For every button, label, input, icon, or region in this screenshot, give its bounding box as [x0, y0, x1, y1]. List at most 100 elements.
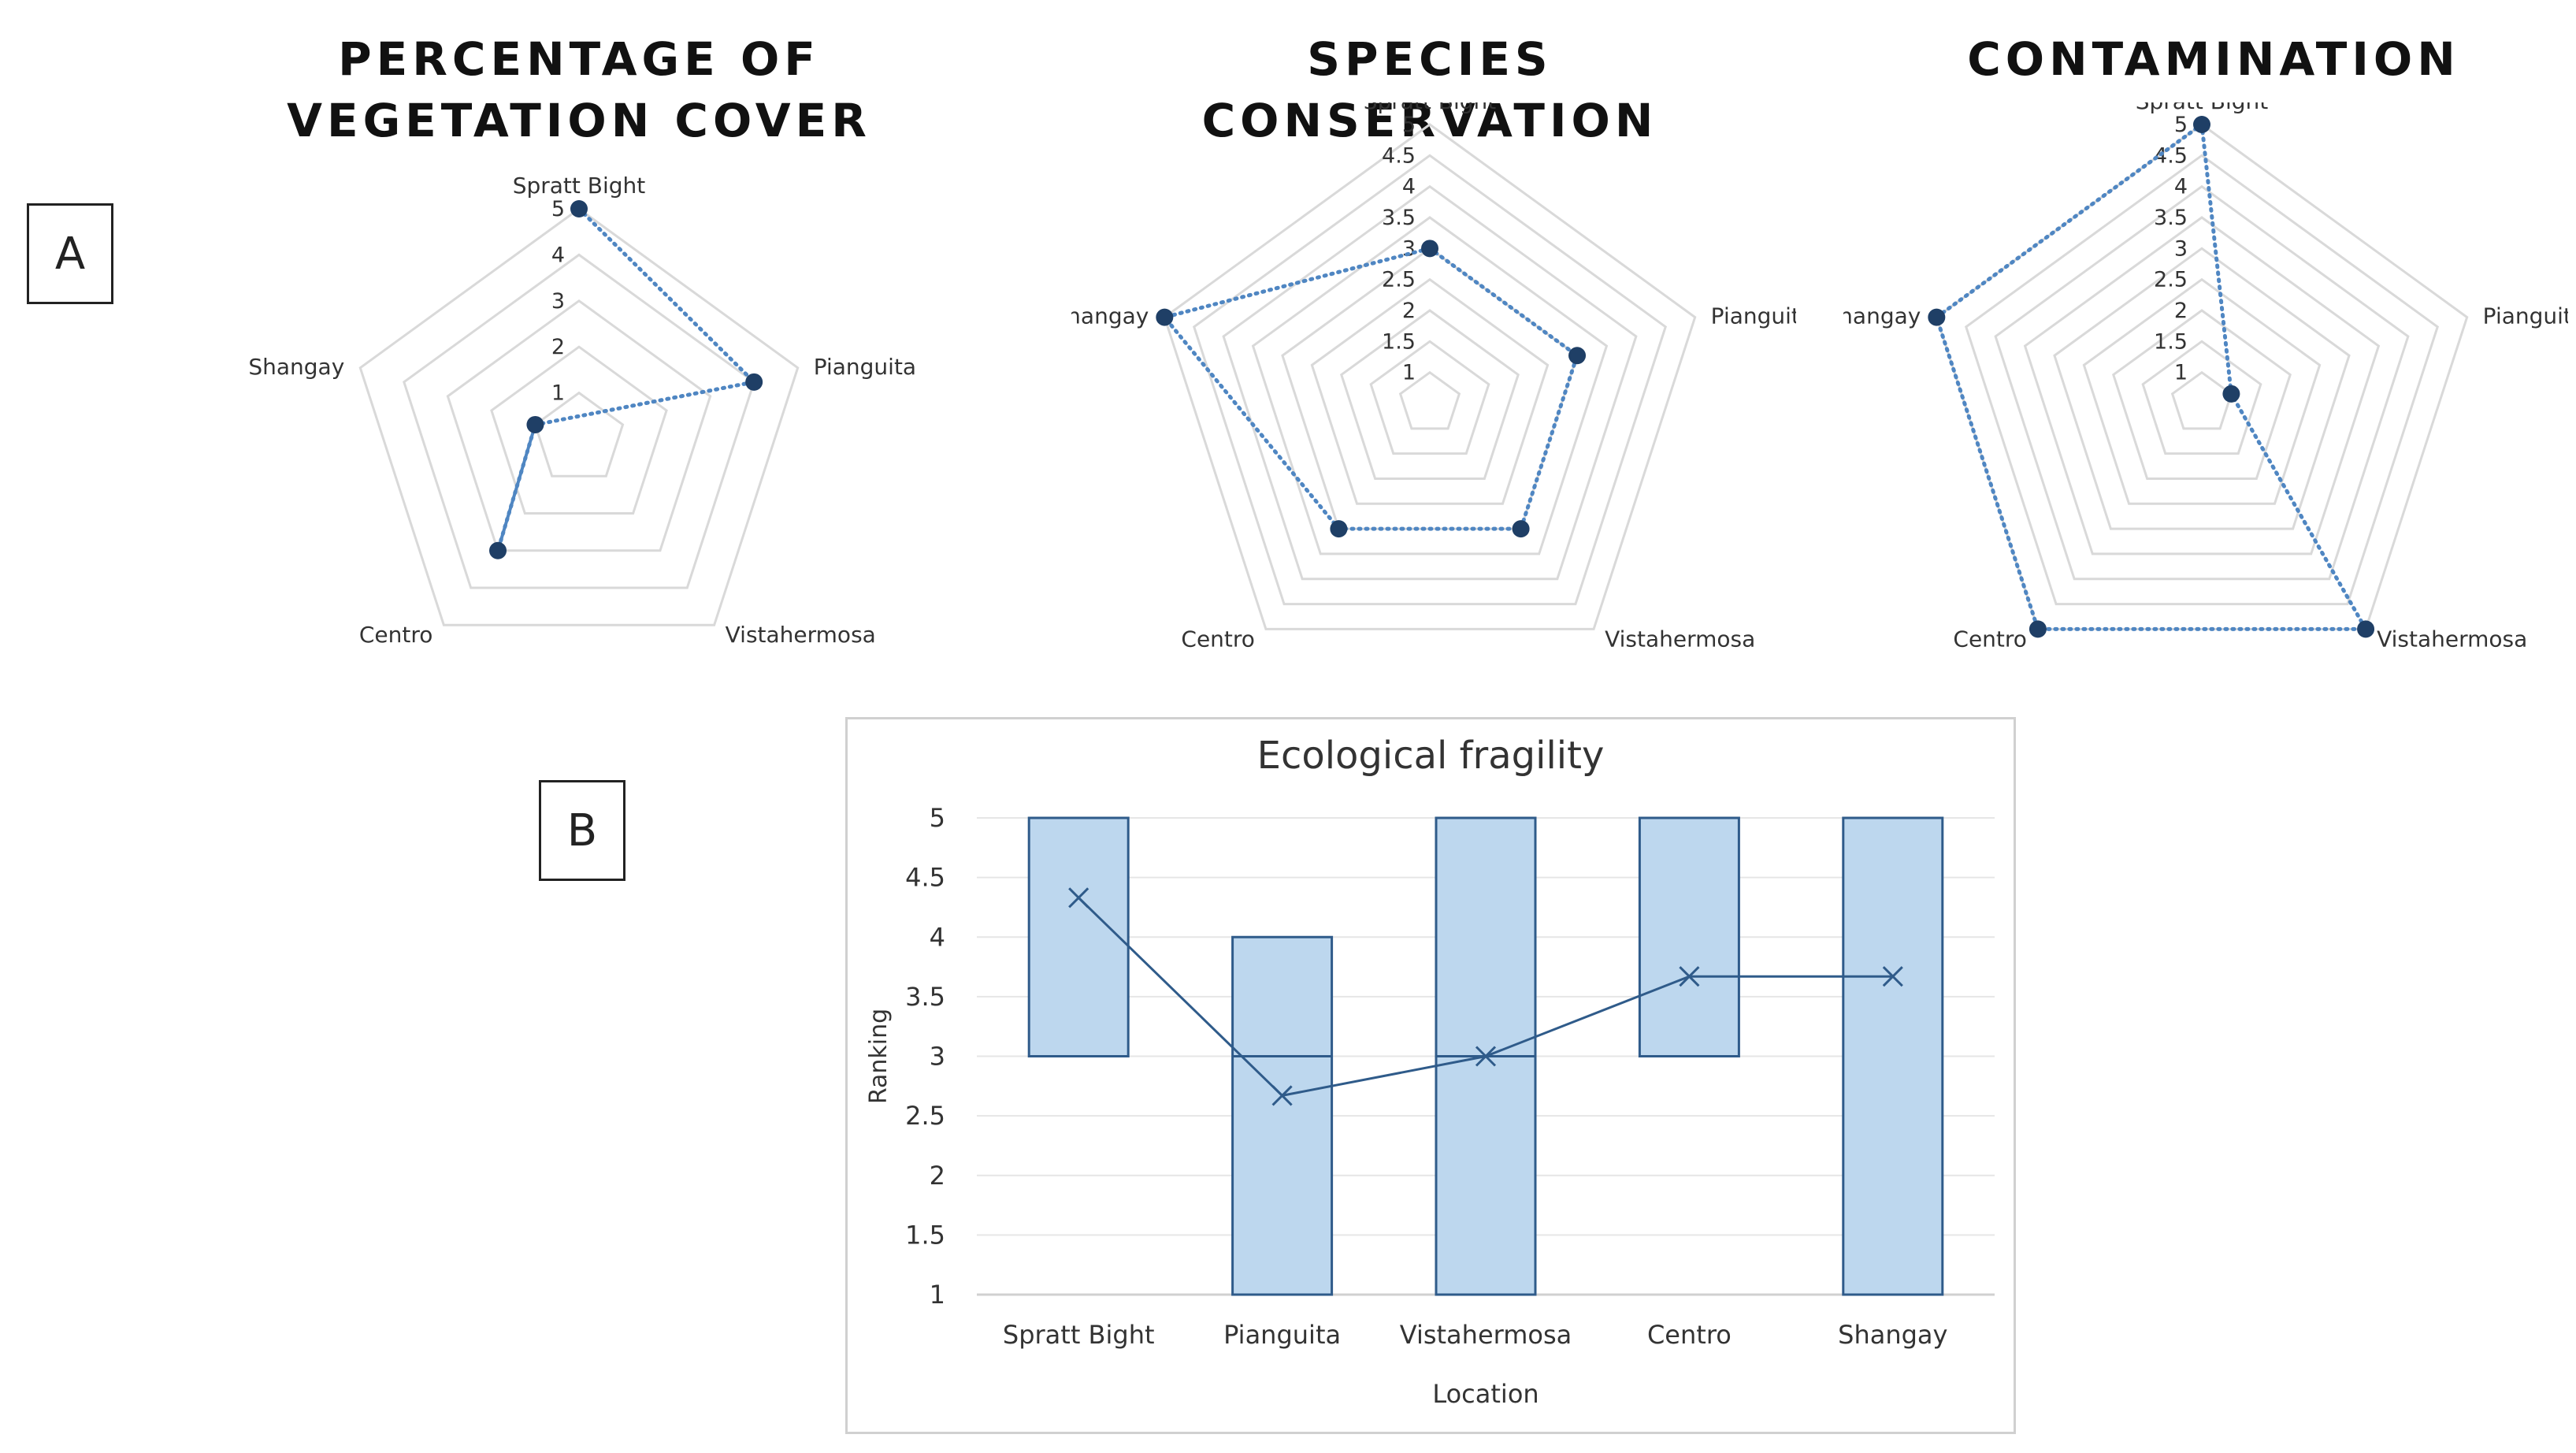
- radar-chart-species: Spratt Bight Pianguita Vistahermosa Centro S…: [1071, 102, 1796, 652]
- data-point-pianguita: [1568, 347, 1587, 365]
- grid-ring: [1163, 123, 1697, 630]
- tick-label: 4: [2174, 175, 2188, 199]
- tick-label: 1: [1402, 361, 1416, 385]
- tick-label: 2.5: [1382, 268, 1416, 292]
- tick-label: 4.5: [2154, 143, 2188, 168]
- x-tick-label: Centro: [1647, 1320, 1732, 1350]
- series-line: [1934, 122, 2370, 631]
- mean-marker-centro: [1679, 966, 1700, 987]
- grid-ring: [1994, 184, 2410, 581]
- grid-ring: [2141, 340, 2262, 455]
- mean-marker-pianguita: [1271, 1085, 1293, 1106]
- x-tick-label: Vistahermosa: [1400, 1320, 1572, 1350]
- y-tick-label: 1.5: [905, 1220, 945, 1250]
- grid-ring: [2053, 247, 2351, 530]
- axis-label-centro: Centro: [1181, 626, 1255, 652]
- tick-label: 2: [1402, 299, 1416, 323]
- mean-marker-stroke: [1271, 1085, 1293, 1106]
- data-point-pianguita: [745, 373, 763, 391]
- grid-ring: [1310, 277, 1550, 505]
- grid-ring: [533, 391, 625, 478]
- grid-ring: [1935, 123, 2469, 630]
- grid-ring: [1964, 154, 2440, 606]
- grid-ring: [446, 299, 712, 552]
- grid-ring: [403, 253, 755, 589]
- grid-ring: [2112, 309, 2292, 480]
- panel-a-label: A: [27, 203, 113, 304]
- mean-marker-stroke: [1882, 966, 1903, 987]
- axis-label-spratt-bight: Spratt Bight: [513, 173, 646, 199]
- y-tick-label: 1: [930, 1280, 945, 1310]
- mean-marker-vistahermosa: [1475, 1046, 1497, 1067]
- grid-ring: [1340, 309, 1520, 480]
- data-point-shangay: [1156, 308, 1174, 326]
- tick-label: 4: [1402, 175, 1416, 199]
- data-point-pianguita: [2222, 385, 2240, 403]
- mean-marker-stroke: [1068, 887, 1089, 909]
- mean-marker-stroke: [1475, 1046, 1497, 1067]
- axis-label-centro: Centro: [1953, 626, 2027, 652]
- axis-label-vistahermosa: Vistahermosa: [1605, 626, 1755, 652]
- y-tick-label: 2.5: [905, 1101, 945, 1131]
- tick-label: 3: [2174, 236, 2188, 261]
- y-tick-label: 4: [930, 922, 945, 952]
- axis-label-vistahermosa: Vistahermosa: [2377, 626, 2527, 652]
- grid-ring: [2023, 216, 2381, 556]
- tick-label: 5: [2174, 113, 2188, 137]
- axis-label-pianguita: Pianguita: [1711, 303, 1796, 329]
- tick-label: 2: [2174, 299, 2188, 323]
- tick-label: 2: [551, 335, 565, 359]
- axis-label-shangay: Shangay: [1071, 303, 1149, 329]
- x-tick-label: Spratt Bight: [1003, 1320, 1155, 1350]
- bar-shangay: [1842, 816, 1944, 1296]
- axis-label-pianguita: Pianguita: [814, 354, 916, 380]
- tick-label: 3.5: [2154, 206, 2188, 230]
- mean-marker-shangay: [1882, 966, 1903, 987]
- grid-ring: [1398, 370, 1461, 430]
- grid-ring: [1369, 340, 1490, 455]
- y-tick-label: 2: [930, 1161, 945, 1191]
- data-point-centro: [2029, 620, 2047, 638]
- radar-contamination-title: CONTAMINATION: [1967, 32, 2460, 86]
- y-tick-label: 5: [930, 803, 945, 833]
- series-segment: [496, 424, 537, 552]
- tick-label: 1: [2174, 361, 2188, 385]
- radar-chart-vegetation: Spratt Bight Pianguita Vistahermosa Centro S…: [248, 173, 916, 648]
- y-axis-title: Ranking: [865, 1009, 893, 1104]
- tick-label: 1.5: [2154, 329, 2188, 354]
- y-tick-label: 3: [930, 1042, 945, 1072]
- panel-b-label: B: [539, 780, 625, 881]
- axis-label-spratt-bight: Spratt Bight: [2136, 102, 2269, 114]
- radar-species-title: SPECIES CONSERVATION: [1201, 32, 1658, 147]
- x-axis-title: Location: [1432, 1379, 1539, 1409]
- tick-label: 1.5: [1382, 329, 1416, 354]
- tick-label: 3: [1402, 236, 1416, 261]
- grid-ring: [358, 207, 800, 626]
- radar-vegetation-title: PERCENTAGE OF VEGETATION COVER: [287, 32, 871, 147]
- x-tick-label: Shangay: [1838, 1320, 1947, 1350]
- tick-label: 4: [551, 243, 565, 267]
- bar-pianguita: [1231, 935, 1334, 1296]
- data-point-centro: [489, 541, 507, 559]
- data-point-vistahermosa: [2357, 620, 2375, 638]
- data-point-shangay: [1928, 308, 1946, 326]
- grid-ring: [1222, 184, 1638, 581]
- y-tick-label: 4.5: [905, 863, 945, 893]
- mean-marker-spratt-bight: [1068, 887, 1089, 909]
- bar-centro: [1638, 816, 1740, 1057]
- mean-marker-stroke: [1679, 966, 1700, 987]
- tick-label: 4.5: [1382, 143, 1416, 168]
- radar-chart-contamination: Spratt Bight Pianguita Vistahermosa Centro S…: [1843, 102, 2568, 652]
- axis-label-centro: Centro: [359, 622, 433, 648]
- x-tick-label: Pianguita: [1223, 1320, 1341, 1350]
- tick-label: 5: [551, 197, 565, 221]
- bar-chart-title: Ecological fragility: [1257, 734, 1605, 778]
- data-point-spratt-bight: [2193, 116, 2210, 133]
- bar-spratt-bight: [1027, 816, 1130, 1057]
- data-point-spratt-bight: [570, 200, 588, 217]
- data-point-shangay: [526, 415, 544, 433]
- y-tick-label: 3.5: [905, 982, 945, 1012]
- data-point-vistahermosa: [1512, 520, 1530, 538]
- tick-label: 3: [551, 289, 565, 314]
- axis-label-shangay: Shangay: [248, 354, 344, 380]
